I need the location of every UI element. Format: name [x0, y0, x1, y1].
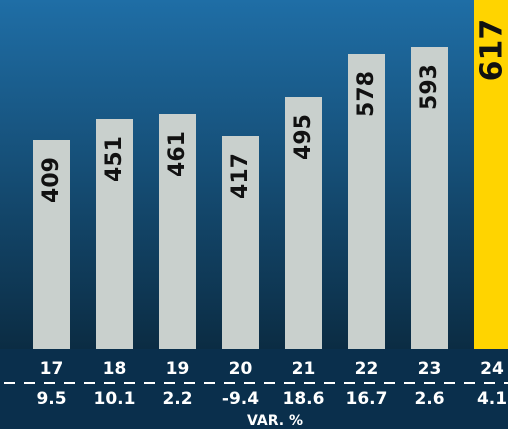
year-tick-label: 24 — [480, 359, 504, 379]
variation-value: 18.6 — [283, 389, 325, 409]
bar-value-label: 461 — [165, 131, 190, 177]
variation-axis-label: VAR. % — [247, 413, 303, 429]
variation-value: 2.6 — [414, 389, 444, 409]
variation-value: 16.7 — [346, 389, 388, 409]
bar-value-label: 417 — [228, 153, 253, 199]
bar-value-label: 578 — [354, 71, 379, 117]
variation-value: 2.2 — [162, 389, 192, 409]
variation-value: 4.1 — [477, 389, 507, 409]
year-tick-label: 23 — [418, 359, 442, 379]
bar-value-label: 617 — [475, 19, 508, 82]
bar — [411, 47, 448, 349]
year-tick-label: 20 — [229, 359, 253, 379]
bar-value-label: 451 — [102, 136, 127, 182]
year-tick-label: 21 — [292, 359, 316, 379]
year-tick-label: 17 — [40, 359, 64, 379]
bar — [159, 114, 196, 349]
year-tick-label: 18 — [103, 359, 127, 379]
bar — [96, 119, 133, 349]
bar-value-label: 495 — [291, 114, 316, 160]
bar — [474, 0, 508, 349]
bar-value-label: 409 — [39, 157, 64, 203]
footer-background — [0, 349, 508, 429]
bar — [348, 54, 385, 349]
bar-value-label: 593 — [417, 64, 442, 110]
year-tick-label: 19 — [166, 359, 190, 379]
variation-value: -9.4 — [222, 389, 259, 409]
variation-value: 10.1 — [94, 389, 136, 409]
bar — [33, 140, 70, 349]
bar — [222, 136, 259, 349]
year-tick-label: 22 — [355, 359, 379, 379]
variation-value: 9.5 — [36, 389, 66, 409]
bar — [285, 97, 322, 349]
